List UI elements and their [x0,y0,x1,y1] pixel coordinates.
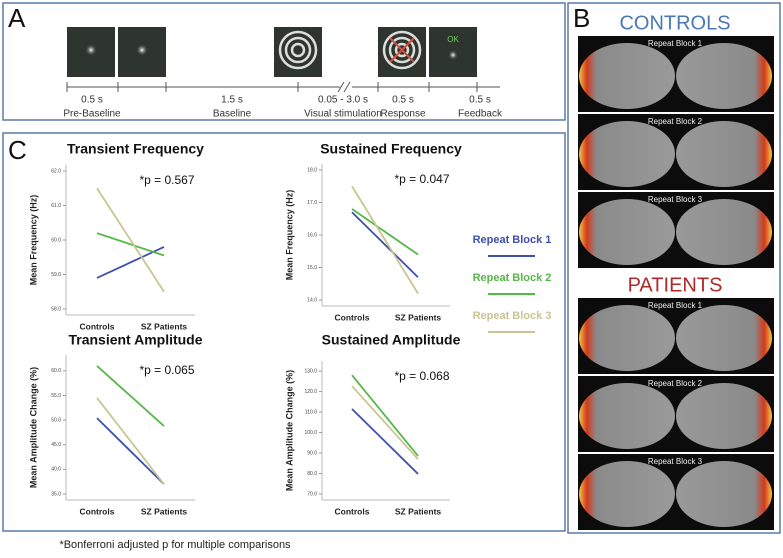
brain-left [579,121,675,187]
chart-title: Transient Amplitude [68,332,202,348]
y-tick-label: 60.0 [51,237,61,243]
y-tick-label: 58.0 [51,306,61,312]
y-tick-label: 15.0 [307,265,317,271]
y-tick-label: 18.0 [307,167,317,173]
series-line [351,408,419,475]
y-tick-label: 61.0 [51,203,61,209]
brain-left [579,199,675,265]
series-line [351,185,419,294]
legend-label: Repeat Block 3 [473,310,552,322]
series-line [96,365,165,427]
legend-label: Repeat Block 2 [473,272,552,284]
y-tick-label: 130.0 [304,368,317,374]
x-tick-label: Controls [80,506,115,516]
brain-right [676,305,772,371]
y-tick-label: 62.0 [51,168,61,174]
series-line [351,211,419,278]
series-line [96,187,165,293]
y-tick-label: 40.0 [51,467,61,473]
annotation: *p = 0.068 [394,369,449,383]
x-tick-label: SZ Patients [395,312,442,322]
brain-right [676,121,772,187]
brain-right [676,383,772,449]
series-line [96,417,165,485]
block-label: Repeat Block 1 [648,301,703,310]
step-label: Visual stimulation [304,109,382,120]
series-line [351,385,419,460]
block-label: Repeat Block 2 [648,379,703,388]
panel-a-frame [2,2,566,121]
panel-b-frame [567,2,781,534]
x-tick-label: SZ Patients [141,506,188,516]
y-tick-label: 59.0 [51,272,61,278]
x-tick-label: SZ Patients [395,506,442,516]
brain-right [676,43,772,109]
series-line [96,232,165,257]
series-line [351,208,419,256]
annotation: *p = 0.065 [139,363,194,377]
y-tick-label: 17.0 [307,200,317,206]
y-tick-label: 16.0 [307,232,317,238]
y-tick-label: 60.0 [51,368,61,374]
x-tick-label: Controls [80,321,115,331]
series-line [96,397,165,485]
panel-label: A [8,3,26,33]
group-title: CONTROLS [619,12,730,34]
y-tick-label: 45.0 [51,442,61,448]
y-axis-label: Mean Frequency (Hz) [28,195,38,286]
step-duration: 0.05 - 3.0 s [318,95,368,106]
x-tick-label: Controls [335,312,370,322]
y-tick-label: 110.0 [305,409,317,415]
panel-label: B [573,3,590,33]
brain-right [676,461,772,527]
block-label: Repeat Block 3 [648,457,703,466]
chart-title: Sustained Frequency [320,141,462,157]
step-label: Pre-Baseline [63,109,121,120]
panel-c-frame [2,132,566,532]
y-tick-label: 90.0 [307,450,317,456]
x-tick-label: SZ Patients [141,321,188,331]
annotation: *p = 0.047 [394,172,449,186]
step-duration: 1.5 s [221,95,243,106]
group-title: PATIENTS [628,274,723,296]
step-label: Feedback [458,109,503,120]
y-tick-label: 80.0 [307,471,317,477]
block-label: Repeat Block 2 [648,117,703,126]
panel-label: C [8,135,27,165]
brain-left [579,461,675,527]
y-tick-label: 70.0 [307,491,317,497]
x-tick-label: Controls [335,506,370,516]
step-duration: 0.5 s [81,95,103,106]
chart-title: Transient Frequency [67,141,204,157]
step-duration: 0.5 s [392,95,414,106]
y-tick-label: 55.0 [51,393,61,399]
series-line [351,374,419,457]
step-label: Response [380,109,425,120]
y-tick-label: 50.0 [51,417,61,423]
block-label: Repeat Block 3 [648,195,703,204]
block-label: Repeat Block 1 [648,39,703,48]
brain-left [579,383,675,449]
footnote: *Bonferroni adjusted p for multiple comp… [59,539,291,551]
timeline-axis [66,81,500,93]
y-tick-label: 35.0 [51,491,61,497]
y-tick-label: 100.0 [304,430,317,436]
y-tick-label: 120.0 [304,389,317,395]
step-label: Baseline [213,109,252,120]
y-axis-label: Mean Amplitude Change (%) [28,367,38,488]
step-duration: 0.5 s [469,95,491,106]
chart-title: Sustained Amplitude [322,332,461,348]
feedback-text: OK [447,35,459,44]
annotation: *p = 0.567 [139,173,194,187]
legend-label: Repeat Block 1 [473,234,552,246]
y-axis-label: Mean Amplitude Change (%) [284,370,294,491]
brain-right [676,199,772,265]
y-tick-label: 14.0 [307,297,317,303]
stimuli: OK [67,27,477,77]
y-axis-label: Mean Frequency (Hz) [284,190,294,281]
brain-left [579,43,675,109]
brain-left [579,305,675,371]
